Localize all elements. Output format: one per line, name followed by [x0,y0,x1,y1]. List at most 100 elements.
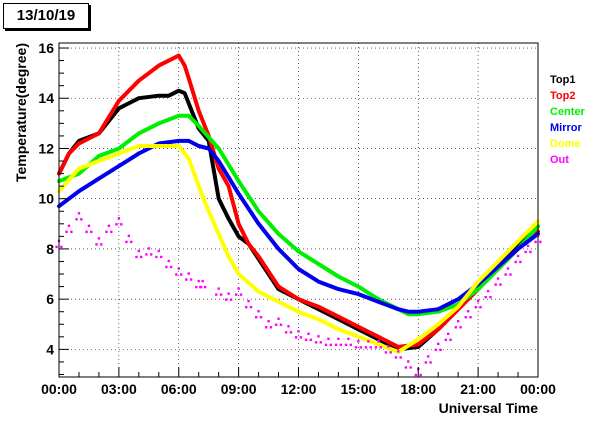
data-point-out [127,234,131,238]
data-point-out [195,285,198,289]
y-tick-label: 16 [38,40,54,56]
series-line-top2 [57,53,540,349]
data-point-out [225,298,228,301]
data-point-out [219,293,223,296]
data-point-out [105,230,108,234]
data-point-out [539,240,542,244]
legend-entry-top2: Top2 [550,90,575,102]
data-point-out [60,245,63,249]
data-point-out [117,217,121,220]
legend: Top1 Top2 Center Mirror Dome Out [550,74,586,166]
y-tick-label: 10 [38,191,54,207]
series-line-dome [57,144,540,354]
data-point-out [215,293,218,296]
data-point-out [95,243,98,246]
data-point-out [145,253,148,256]
data-point-out [125,240,128,244]
data-point-out [197,279,200,283]
data-point-out [169,265,173,269]
data-point-out [165,265,168,269]
legend-entry-center: Center [550,106,586,118]
data-point-out [227,292,230,295]
x-tick-label: 00:00 [520,381,556,397]
data-point-out [459,326,462,329]
data-point-out [466,310,470,313]
legend-entry-top1: Top1 [550,74,575,86]
data-point-out [414,373,418,377]
data-point-out [177,267,180,270]
data-point-out [367,340,370,343]
data-point-out [77,212,81,215]
data-point-out [437,342,440,346]
data-point-out [374,346,378,349]
data-point-out [201,279,204,283]
data-point-out [476,299,480,303]
series-line-center [57,113,540,317]
y-tick-label: 14 [38,90,54,106]
data-point-out [65,230,68,234]
data-point-out [189,278,193,281]
data-point-out [294,336,298,339]
data-point-out [444,338,447,342]
data-point-out [474,305,477,309]
data-point-out [67,224,71,228]
data-point-out [187,272,190,275]
data-point-out [379,346,382,349]
data-point-out [203,285,207,289]
data-point-out [429,361,432,364]
data-point-out [317,335,320,338]
x-tick-label: 15:00 [340,381,376,397]
data-point-out [529,250,532,254]
series-line-mirror [57,138,540,314]
x-tick-label: 12:00 [281,381,317,397]
data-point-out [274,323,278,326]
data-point-out [150,253,153,256]
data-point-out [369,346,372,349]
data-point-out [464,316,467,319]
data-point-out [185,278,188,281]
data-point-out [175,273,178,276]
data-point-out [120,223,123,226]
data-point-out [359,346,362,349]
data-point-out [337,337,340,341]
data-point-out [504,273,507,276]
data-point-out [110,230,113,234]
x-tick-label: 03:00 [101,381,137,397]
data-point-out [516,254,520,258]
data-point-out [55,245,58,249]
label-layer: 00:00 03:00 06:00 09:00 12:00 15:00 18:00 21:00… [13,40,556,416]
grid-layer [58,43,539,377]
data-point-out [334,343,338,347]
data-point-out [397,350,400,353]
data-point-out [404,366,408,369]
data-point-out [514,260,517,264]
data-point-out [87,224,91,228]
data-point-out [307,332,310,336]
data-point-out [159,255,163,259]
series-layer [55,53,542,377]
data-point-out [115,223,118,226]
x-axis-label: Universal Time [439,400,539,416]
data-point-out [407,360,410,363]
data-point-out [199,285,202,289]
data-point-out [327,337,330,341]
data-point-out [479,305,482,309]
data-point-out [534,240,537,244]
data-point-out [456,320,460,323]
data-point-out [167,259,170,263]
data-point-out [179,273,183,276]
data-point-out [486,289,490,293]
tick-layer [58,47,539,377]
x-tick-label: 06:00 [161,381,197,397]
data-point-out [267,320,270,323]
data-point-out [319,341,323,344]
data-point-out [424,361,428,364]
data-point-out [526,244,530,248]
data-point-out [247,299,250,303]
data-point-out [237,287,240,290]
data-point-out [499,283,502,286]
legend-entry-mirror: Mirror [550,122,583,134]
data-point-out [446,332,450,336]
data-point-out [496,277,500,280]
